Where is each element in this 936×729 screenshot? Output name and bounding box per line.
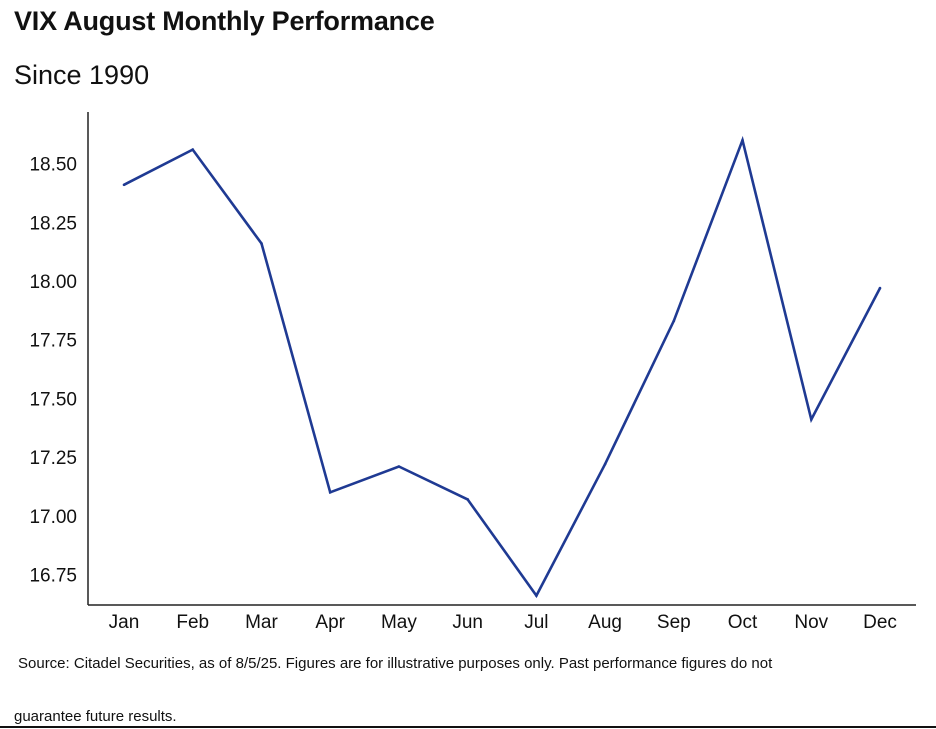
y-tick-label: 16.75 [29, 565, 77, 586]
axes [87, 112, 916, 606]
data-point-oct [741, 138, 744, 142]
x-tick-label: Jan [109, 612, 140, 633]
x-tick-label: Nov [794, 612, 828, 633]
chart-subtitle: Since 1990 [14, 60, 150, 90]
y-axis-ticks: 16.75 17.00 17.25 17.50 17.75 18.00 18.25 18.50 [29, 155, 77, 587]
x-tick-label: Mar [245, 612, 278, 633]
data-point-jun [466, 498, 469, 501]
series-line [123, 135, 882, 599]
y-tick-label: 18.00 [29, 272, 77, 293]
chart-title: VIX August Monthly Performance [14, 6, 435, 36]
x-tick-label: Oct [728, 612, 758, 633]
y-tick-label: 17.75 [29, 331, 77, 352]
source-note-line-1: Source: Citadel Securities, as of 8/5/25… [18, 655, 773, 672]
y-tick-label: 18.25 [29, 213, 77, 234]
data-point-aug [603, 462, 607, 466]
data-point-jul [535, 594, 538, 597]
x-axis-ticks: Jan Feb Mar Apr May Jun Jul Aug Sep Oct Nov Dec [109, 612, 897, 633]
x-tick-label: Feb [176, 612, 209, 633]
bottom-divider [0, 726, 936, 728]
series [122, 135, 882, 599]
data-point-feb [191, 148, 195, 151]
data-point-may [397, 465, 401, 468]
data-point-nov [809, 418, 813, 421]
x-tick-label: May [381, 612, 417, 633]
data-point-jan [122, 183, 126, 187]
data-point-apr [328, 491, 332, 494]
x-tick-label: Jul [524, 612, 548, 633]
x-tick-label: Apr [315, 612, 345, 633]
y-tick-label: 17.50 [29, 389, 77, 410]
source-note-line-2: guarantee future results. [14, 708, 177, 725]
x-tick-label: Sep [657, 612, 691, 633]
data-point-sep [672, 319, 676, 323]
y-tick-label: 17.00 [29, 507, 77, 528]
x-tick-label: Aug [588, 612, 622, 633]
data-point-mar [260, 242, 263, 245]
x-tick-label: Jun [452, 612, 483, 633]
x-tick-label: Dec [863, 612, 897, 633]
data-point-dec [878, 286, 882, 290]
y-tick-label: 17.25 [29, 448, 77, 469]
y-tick-label: 18.50 [29, 155, 77, 176]
